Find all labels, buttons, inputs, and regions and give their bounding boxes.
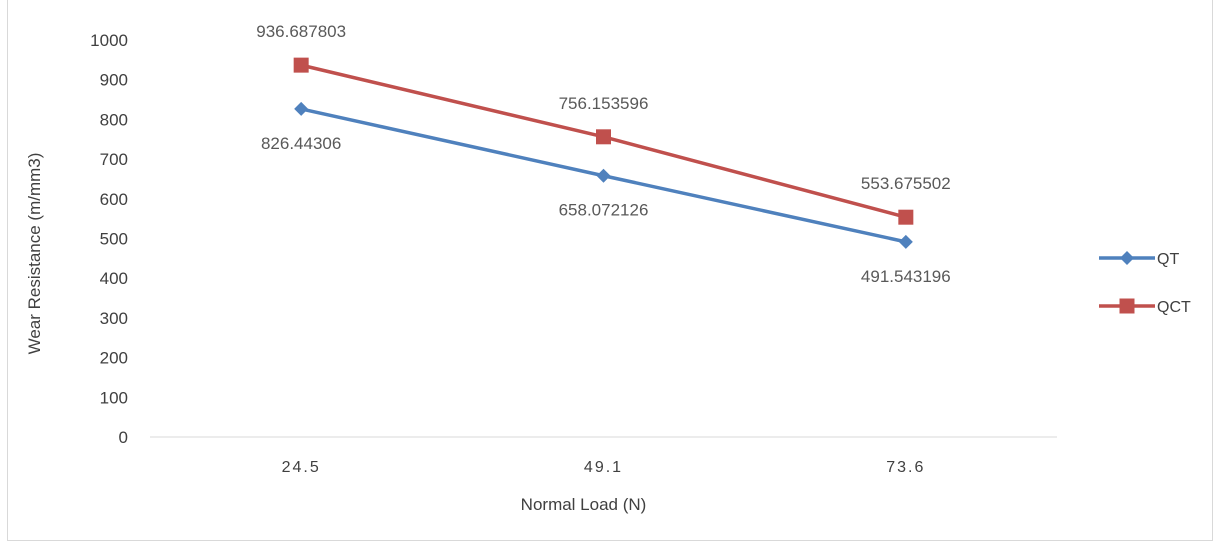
y-axis-ticks: 0 100 200 300 400 500 600 700 800 900 1000	[90, 31, 128, 447]
marker-qt	[898, 234, 913, 249]
y-tick-label: 900	[100, 71, 128, 90]
x-tick-label: 24.5	[282, 459, 321, 476]
y-tick-label: 100	[100, 388, 128, 407]
y-axis-title: Wear Resistance (m/mm3)	[25, 153, 44, 355]
marker-qt	[294, 101, 309, 116]
legend-marker-qct	[1119, 298, 1135, 314]
x-tick-label: 49.1	[584, 459, 623, 476]
x-tick-label: 73.6	[886, 459, 925, 476]
data-label-qt: 826.44306	[261, 134, 341, 153]
y-tick-label: 800	[100, 110, 128, 129]
data-label-qct: 936.687803	[256, 22, 346, 41]
legend-marker-qt	[1120, 251, 1134, 265]
y-tick-label: 0	[119, 428, 128, 447]
marker-qct	[293, 57, 309, 73]
legend-label-qt: QT	[1157, 251, 1179, 268]
y-tick-label: 300	[100, 309, 128, 328]
y-tick-label: 700	[100, 150, 128, 169]
y-tick-label: 500	[100, 230, 128, 249]
data-label-qct: 756.153596	[559, 94, 649, 113]
marker-qt	[596, 168, 611, 183]
marker-qct	[596, 129, 611, 145]
data-label-qct: 553.675502	[861, 174, 951, 193]
legend-label-qct: QCT	[1157, 299, 1191, 316]
chart-frame	[7, 0, 1213, 541]
y-tick-label: 200	[100, 349, 128, 368]
marker-qct	[898, 209, 914, 225]
legend: QT QCT	[1099, 251, 1191, 316]
data-label-qt: 491.543196	[861, 267, 951, 286]
y-tick-label: 1000	[90, 31, 128, 50]
y-tick-label: 600	[100, 190, 128, 209]
x-axis-title: Normal Load (N)	[521, 495, 647, 514]
series-group	[293, 57, 914, 249]
y-tick-label: 400	[100, 269, 128, 288]
data-label-qt: 658.072126	[559, 201, 649, 220]
data-labels: 826.44306 658.072126 491.543196 936.687803 7…	[256, 22, 950, 286]
x-axis-ticks: 24.5 49.1 73.6	[282, 459, 925, 476]
